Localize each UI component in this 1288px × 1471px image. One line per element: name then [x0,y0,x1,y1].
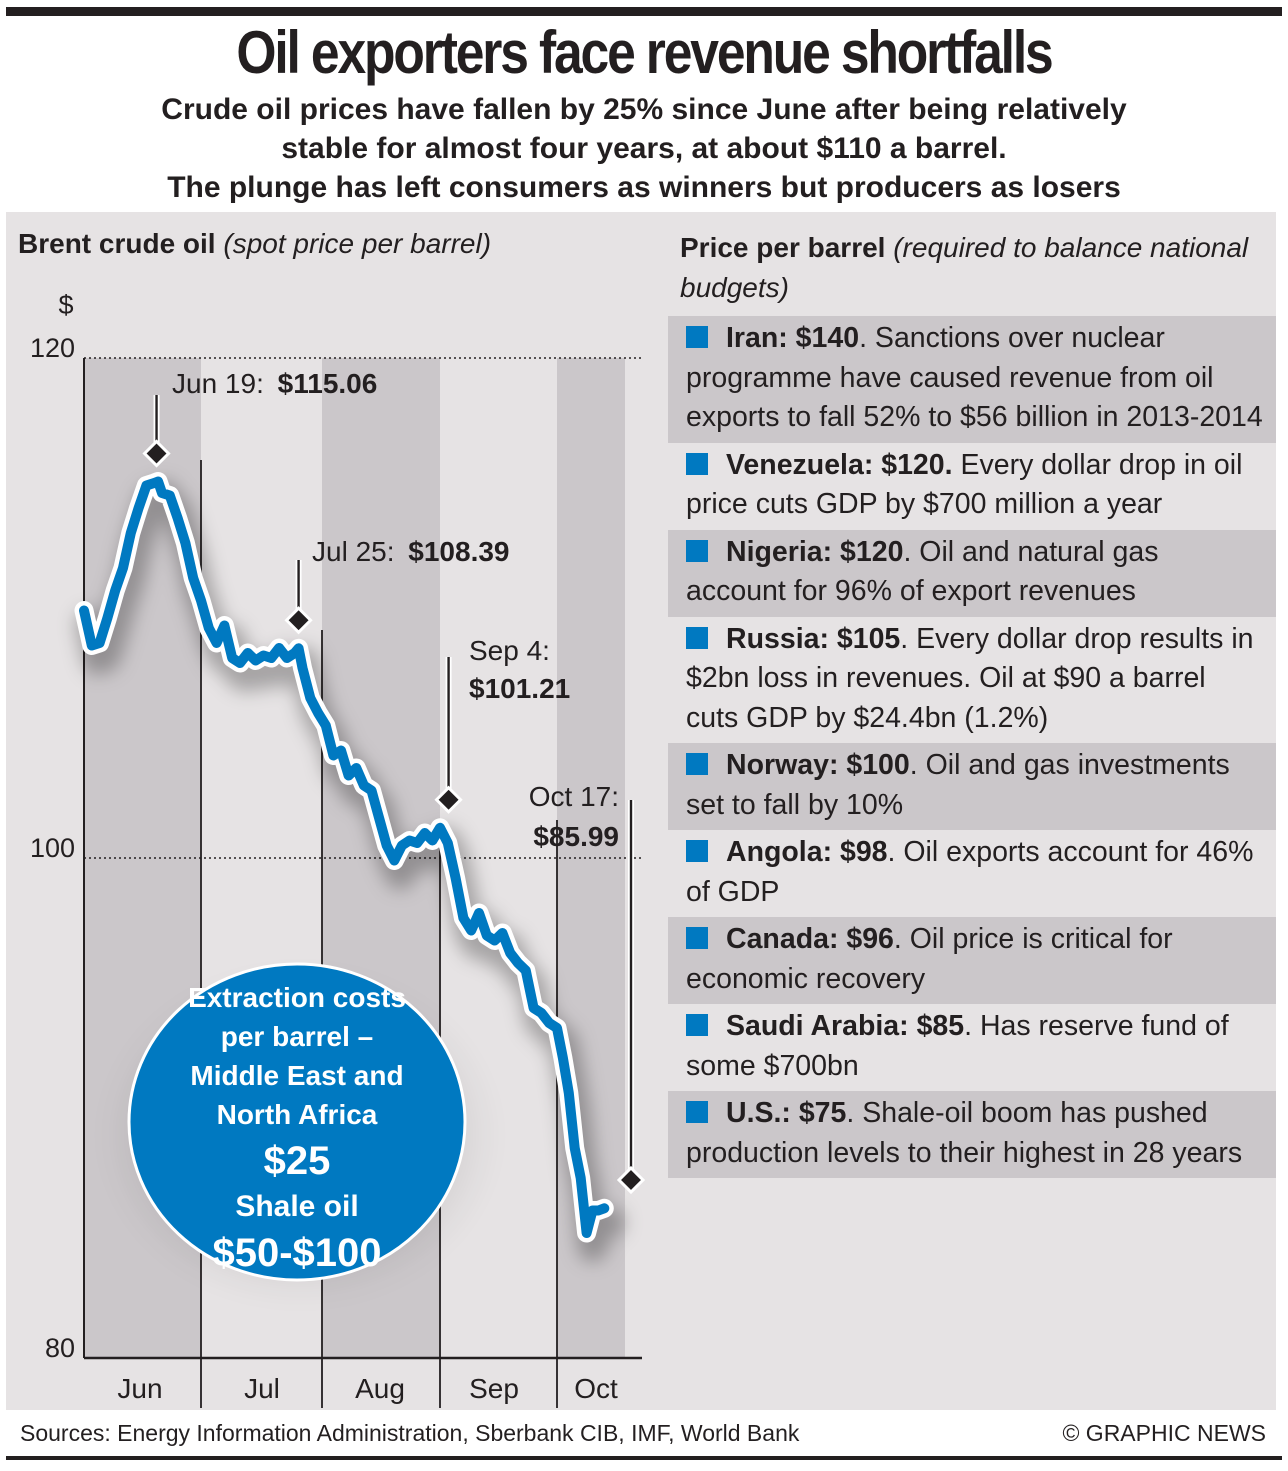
country-item-us: U.S.: $75. Shale-oil boom has pushed pro… [668,1091,1276,1178]
bullet-square-icon [686,452,708,475]
x-tick-label-oct: Oct [574,1373,618,1404]
country-label: Venezuela: $120. [726,448,953,481]
price-line [79,476,610,1238]
x-ticks: Jun Jul Aug Sep Oct [117,1373,618,1404]
subtitle-line: Crude oil prices have fallen by 25% sinc… [161,93,1127,126]
country-item-norway: Norway: $100. Oil and gas investments se… [668,743,1276,830]
y-tick-label: 120 [30,333,75,363]
bullet-square-icon [686,753,708,775]
country-note: . Oil exports account for 46% of GDP [686,836,1254,908]
country-item-canada: Canada: $96. Oil price is critical for e… [668,917,1276,1004]
country-item-russia: Russia: $105. Every dollar drop results … [668,617,1276,744]
x-tick-label-sep: Sep [469,1373,519,1404]
callout-shale-value: $50-$100 [212,1231,381,1275]
x-tick-label-jul: Jul [244,1373,280,1404]
bullet-square-icon [686,927,708,949]
country-note: . Oil price is critical for economic rec… [686,923,1173,995]
x-tick-label-aug: Aug [355,1373,405,1404]
country-item-saudi-arabia: Saudi Arabia: $85. Has reserve fund of s… [668,1004,1276,1091]
budget-title-bold: Price per barrel [680,232,886,263]
subtitle-line: stable for almost four years, at about $… [281,132,1007,165]
callout-line: Middle East and [190,1060,403,1091]
annotation-date: Jul 25: [312,536,395,567]
annotations [142,395,646,1195]
bullet-square-icon [686,626,708,649]
y-ticks: $ 120 100 80 [30,290,75,1363]
country-label: Nigeria: $120 [726,535,904,568]
callout-line: per barrel – [221,1021,374,1052]
annotation-diamond-icon [434,785,463,814]
annotation-date: Oct 17: [529,781,619,812]
subtitle-line: The plunge has left consumers as winners… [167,171,1121,204]
annotation-value: $115.06 [278,368,378,399]
x-tick-label-jun: Jun [117,1373,162,1404]
country-label: Russia: $105 [726,622,901,655]
bullet-square-icon [686,326,708,348]
country-note: . Oil and natural gas account for 96% of… [686,535,1159,608]
extraction-cost-callout: Extraction costs per barrel – Middle Eas… [100,962,500,1305]
country-note: . Sanctions over nuclear programme have … [686,322,1263,433]
y-tick-label: 80 [45,1333,75,1363]
callout-mena-value: $25 [264,1139,331,1183]
country-item-angola: Angola: $98. Oil exports account for 46%… [668,830,1276,917]
bullet-square-icon [686,1101,708,1123]
country-label: Angola: $98 [726,836,888,868]
annotation-date: Sep 4: [469,635,550,666]
bullet-square-icon [686,539,708,562]
chart-title-italic: (spot price per barrel) [223,228,492,259]
bottom-rule [6,1456,1282,1460]
annotation-label: Jul 25: $108.39 [312,536,510,567]
price-line-group [74,472,614,1243]
annotation-diamond-icon [616,1165,646,1195]
country-item-nigeria: Nigeria: $120. Oil and natural gas accou… [668,529,1276,617]
country-note: . Has reserve fund of some $700bn [686,1010,1229,1082]
country-item-iran: Iran: $140. Sanctions over nuclear progr… [668,316,1276,443]
callout-shale-label: Shale oil [235,1190,358,1223]
annotation-value: $108.39 [408,536,509,567]
annotation-diamond-icon [142,439,171,468]
top-rule [6,7,1282,16]
country-label: Canada: $96 [726,923,894,955]
chart-title: Brent crude oil (spot price per barrel) [18,228,491,260]
callout-circle [127,962,467,1282]
callout-line: Extraction costs [188,982,406,1013]
country-label: Iran: $140 [726,322,860,354]
annotation-value: $85.99 [533,821,619,852]
callout-line: North Africa [217,1099,378,1130]
price-chart: $ 120 100 80 Jun Jul Aug Sep Oct Extract… [30,290,646,1408]
country-label: Norway: $100 [726,749,910,781]
annotation-value: $101.21 [469,673,570,704]
budget-title-italic: (required to balance national budgets) [680,232,1249,303]
annotation-diamond-icon [284,606,313,635]
country-note: . Oil and gas investments set to fall by… [686,749,1230,821]
country-item-venezuela: Venezuela: $120. Every dollar drop in oi… [668,443,1276,530]
sources-note: Sources: Energy Information Administrati… [20,1420,800,1446]
subtitle: Crude oil prices have fallen by 25% sinc… [0,90,1288,207]
country-note: . Every dollar drop results in $2bn loss… [686,622,1254,734]
bullet-square-icon [686,840,708,862]
country-note: Every dollar drop in oil price cuts GDP … [686,448,1243,521]
annotation-date: Jun 19: [172,368,264,399]
y-axis-unit: $ [58,290,73,320]
country-list: Iran: $140. Sanctions over nuclear progr… [668,316,1276,1178]
copyright: © GRAPHIC NEWS [1062,1420,1266,1446]
budget-panel-title: Price per barrel (required to balance na… [680,228,1270,308]
annotation-labels: Jun 19: $115.06 Jul 25: $108.39 Sep 4: $… [172,368,619,852]
y-tick-label: 100 [30,833,75,863]
country-label: Saudi Arabia: $85 [726,1010,965,1042]
chart-title-bold: Brent crude oil [18,228,216,259]
country-note: . Shale-oil boom has pushed production l… [686,1097,1243,1169]
bullet-square-icon [686,1014,708,1036]
page-title: Oil exporters face revenue shortfalls [236,19,1053,86]
annotation-label: Jun 19: $115.06 [172,368,377,399]
country-label: U.S.: $75 [726,1097,847,1129]
